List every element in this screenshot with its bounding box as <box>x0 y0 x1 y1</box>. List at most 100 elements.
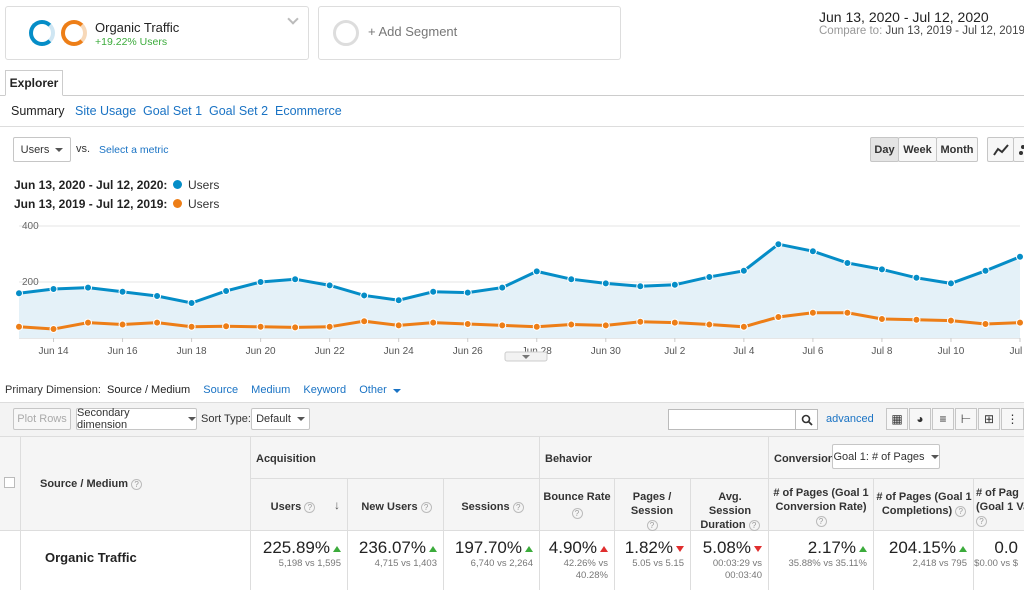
data-point <box>705 272 714 281</box>
help-icon[interactable]: ? <box>955 505 967 517</box>
motion-chart-icon[interactable] <box>1013 137 1024 162</box>
dimension-column-header[interactable]: Source / Medium ? <box>40 477 143 491</box>
table-view-icon[interactable]: ▦ <box>886 408 908 430</box>
secondary-dimension-select[interactable]: Secondary dimension <box>76 407 197 431</box>
row-cell-value: 5.08% <box>690 538 762 558</box>
help-icon[interactable]: ? <box>420 501 432 513</box>
segment-organic-traffic[interactable]: Organic Traffic +19.22% Users <box>5 6 309 60</box>
data-point <box>567 320 576 329</box>
advanced-filter-link[interactable]: advanced <box>826 413 874 425</box>
col-bounce-rate[interactable]: Bounce Rate? <box>541 490 613 519</box>
date-range-primary[interactable]: Jun 13, 2020 - Jul 12, 2020 <box>819 9 989 25</box>
data-point <box>84 318 93 327</box>
pie-view-icon[interactable]: ◕ <box>909 408 931 430</box>
search-icon[interactable] <box>795 409 818 430</box>
add-segment-button[interactable]: + Add Segment <box>318 6 621 60</box>
data-point <box>84 283 93 292</box>
col-new-users[interactable]: New Users ? <box>350 500 443 514</box>
x-tick-label: Jun 16 <box>108 346 138 357</box>
row-cell-detail: 5.05 vs 5.15 <box>632 558 684 569</box>
select-all-checkbox[interactable] <box>4 477 15 488</box>
subtab-summary[interactable]: Summary <box>11 104 65 118</box>
metric-select[interactable]: Users <box>13 137 71 162</box>
data-point <box>256 278 265 286</box>
term-cloud-view-icon[interactable]: ⊞ <box>978 408 1000 430</box>
segment-name: Organic Traffic <box>95 20 180 35</box>
help-icon[interactable]: ? <box>976 515 987 527</box>
data-point <box>118 287 127 296</box>
dimension-column-label: Source / Medium <box>40 478 129 490</box>
row-cell-value-text: 2.17% <box>807 538 856 557</box>
x-tick-label: Jun 18 <box>177 346 207 357</box>
select-metric-link[interactable]: Select a metric <box>99 144 169 156</box>
granularity-day-button[interactable]: Day <box>870 137 899 162</box>
data-point <box>291 275 300 284</box>
col-divider <box>347 478 348 590</box>
row-cell: 197.70% 6,740 vs 2,264 <box>443 538 539 570</box>
col-pages-session[interactable]: Pages / Session ? <box>616 490 688 532</box>
data-point <box>912 273 921 282</box>
subtab-goal-set-2[interactable]: Goal Set 2 <box>209 104 269 118</box>
data-point <box>15 322 23 331</box>
dimension-option-source[interactable]: Source <box>203 384 239 396</box>
dimension-option-keyword[interactable]: Keyword <box>303 384 347 396</box>
header-bottom-rule <box>0 530 1024 531</box>
data-point <box>774 240 783 249</box>
help-icon[interactable]: ? <box>571 508 583 519</box>
pivot-view-icon[interactable]: ⋮ <box>1001 408 1024 430</box>
help-icon[interactable]: ? <box>646 519 658 531</box>
row-cell-value: 4.90% <box>539 538 608 558</box>
chevron-down-icon[interactable] <box>287 13 299 25</box>
col-goal1-completions[interactable]: # of Pages (Goal 1 Completions) ? <box>876 490 972 518</box>
data-point <box>498 321 507 330</box>
col-divider <box>539 436 540 590</box>
col-goal1-value[interactable]: # of Pag (Goal 1 Va ? <box>976 486 1024 528</box>
dimension-option-medium[interactable]: Medium <box>251 384 291 396</box>
granularity-month-button[interactable]: Month <box>936 137 978 162</box>
tab-explorer[interactable]: Explorer <box>5 70 63 96</box>
sort-type-select[interactable]: Default <box>251 408 310 430</box>
x-tick-label: Jun 14 <box>39 346 69 357</box>
col-goal1-conversion-rate[interactable]: # of Pages (Goal 1 Conversion Rate) ? <box>772 486 870 528</box>
data-point <box>774 313 783 321</box>
sort-descending-icon[interactable]: ↓ <box>334 498 340 512</box>
subtab-ecommerce[interactable]: Ecommerce <box>275 104 342 118</box>
primary-dimension-active[interactable]: Source / Medium <box>107 384 191 396</box>
comparison-view-icon[interactable]: ⊢ <box>955 408 977 430</box>
performance-view-icon[interactable]: ≡ <box>932 408 954 430</box>
date-range-compare[interactable]: Compare to: Jun 13, 2019 - Jul 12, 2019 <box>819 25 1024 37</box>
help-icon[interactable]: ? <box>748 519 760 531</box>
subtab-site-usage[interactable]: Site Usage <box>75 104 137 118</box>
col-avg-session-duration[interactable]: Avg. Session Duration ? <box>692 490 768 532</box>
row-cell-value-text: 197.70% <box>454 538 522 557</box>
arrow-down-icon <box>676 545 684 552</box>
col-users[interactable]: Users ? <box>258 500 328 514</box>
compare-label: Compare to: <box>819 25 883 37</box>
table-search-input[interactable] <box>668 409 818 430</box>
row-cell-detail: 35.88% vs 35.11% <box>788 558 867 569</box>
granularity-week-button[interactable]: Week <box>898 137 937 162</box>
line-chart-icon[interactable] <box>987 137 1014 162</box>
caret-down-icon <box>392 389 401 393</box>
col-divider <box>973 478 974 590</box>
group-behavior: Behavior <box>545 453 593 465</box>
row-cell-detail: $0.00 vs $ <box>974 558 1018 569</box>
help-icon[interactable]: ? <box>815 515 827 527</box>
help-icon[interactable]: ? <box>131 478 143 490</box>
data-point <box>739 266 748 275</box>
compare-range: Jun 13, 2019 - Jul 12, 2019 <box>885 25 1024 37</box>
data-point <box>946 316 955 325</box>
dimension-option-other[interactable]: Other <box>359 384 401 396</box>
goal-select[interactable]: Goal 1: # of Pages <box>832 444 940 469</box>
subtab-goal-set-1[interactable]: Goal Set 1 <box>143 104 203 118</box>
col-sessions[interactable]: Sessions ? <box>446 500 539 514</box>
help-icon[interactable]: ? <box>304 501 316 513</box>
col-divider <box>768 436 769 590</box>
row-cell-value-text: 236.07% <box>358 538 426 557</box>
col-divider <box>614 478 615 590</box>
data-point <box>394 321 403 330</box>
users-line-chart[interactable]: 400 200 Jun 14 Jun 16 Jun 18 Jun 20 Jun 22 Jun … <box>0 214 1024 374</box>
row-cell-value: 204.15% <box>873 538 967 558</box>
help-icon[interactable]: ? <box>512 501 524 513</box>
plot-rows-button[interactable]: Plot Rows <box>13 408 71 430</box>
